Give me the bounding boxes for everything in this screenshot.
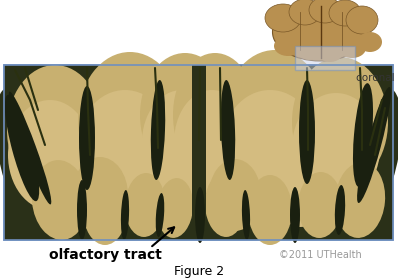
Ellipse shape: [338, 38, 366, 58]
Text: olfactory tract: olfactory tract: [49, 248, 162, 262]
Ellipse shape: [242, 190, 250, 240]
Ellipse shape: [174, 90, 250, 194]
Ellipse shape: [32, 160, 88, 240]
Ellipse shape: [317, 42, 343, 62]
Ellipse shape: [173, 53, 257, 177]
Ellipse shape: [299, 80, 315, 184]
Ellipse shape: [151, 80, 165, 180]
Ellipse shape: [78, 52, 182, 188]
Ellipse shape: [298, 172, 342, 238]
Text: ©2011 UTHealth: ©2011 UTHealth: [279, 250, 361, 260]
Ellipse shape: [221, 80, 235, 180]
Ellipse shape: [353, 83, 373, 187]
Ellipse shape: [125, 173, 165, 237]
Ellipse shape: [77, 90, 173, 206]
Ellipse shape: [223, 50, 327, 186]
Ellipse shape: [289, 0, 321, 25]
Ellipse shape: [335, 162, 385, 238]
Ellipse shape: [156, 193, 164, 237]
Ellipse shape: [146, 160, 194, 230]
Ellipse shape: [274, 36, 302, 56]
Bar: [4, 65, 393, 240]
Ellipse shape: [0, 88, 41, 216]
Ellipse shape: [357, 87, 391, 203]
Ellipse shape: [9, 91, 51, 204]
Ellipse shape: [79, 86, 95, 190]
Ellipse shape: [195, 187, 205, 243]
Ellipse shape: [335, 185, 345, 235]
Ellipse shape: [329, 0, 361, 26]
Ellipse shape: [355, 88, 398, 216]
Ellipse shape: [273, 3, 367, 61]
Ellipse shape: [275, 157, 325, 227]
Bar: [4, 65, 393, 240]
Ellipse shape: [72, 157, 128, 233]
Ellipse shape: [8, 100, 92, 210]
Ellipse shape: [265, 4, 301, 32]
Ellipse shape: [77, 180, 87, 240]
Ellipse shape: [358, 32, 382, 52]
Ellipse shape: [297, 40, 323, 60]
Ellipse shape: [157, 178, 193, 238]
Bar: [4, 65, 393, 240]
Ellipse shape: [205, 173, 245, 237]
Text: coronal section: coronal section: [356, 73, 398, 83]
Ellipse shape: [83, 175, 127, 245]
Ellipse shape: [142, 90, 222, 194]
Ellipse shape: [248, 175, 292, 245]
Ellipse shape: [292, 93, 380, 203]
Ellipse shape: [292, 57, 388, 187]
Text: Figure 2: Figure 2: [174, 265, 224, 278]
Ellipse shape: [346, 6, 378, 34]
Polygon shape: [4, 65, 393, 68]
Ellipse shape: [290, 187, 300, 243]
Ellipse shape: [140, 53, 230, 177]
Ellipse shape: [121, 190, 129, 240]
Ellipse shape: [222, 90, 318, 202]
Ellipse shape: [209, 159, 261, 231]
Ellipse shape: [309, 0, 341, 23]
Ellipse shape: [7, 65, 103, 195]
Ellipse shape: [5, 95, 39, 201]
Bar: [192, 65, 206, 240]
Bar: [295, 46, 355, 70]
